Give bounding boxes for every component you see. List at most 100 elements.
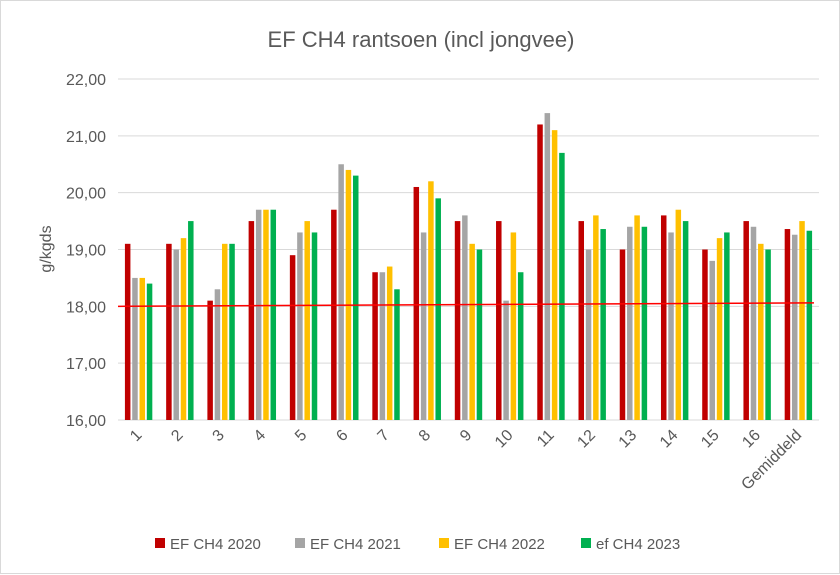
- bar: [173, 249, 179, 420]
- bar: [627, 226, 633, 420]
- x-tick-label: 10: [492, 427, 517, 452]
- bar: [503, 300, 509, 420]
- bar: [166, 243, 172, 420]
- bar: [188, 221, 194, 420]
- bar: [559, 152, 565, 420]
- bar: [791, 234, 798, 420]
- x-tick-label: 9: [457, 427, 475, 445]
- bar: [675, 209, 682, 420]
- x-tick-label: 12: [574, 427, 599, 452]
- x-tick-label: 14: [657, 427, 682, 452]
- legend-label: EF CH4 2021: [310, 536, 401, 553]
- x-tick-label: 11: [534, 427, 558, 451]
- bar: [476, 249, 483, 420]
- y-tick-label: 18,00: [66, 299, 106, 316]
- bar: [229, 243, 235, 420]
- bar: [270, 209, 277, 420]
- bar: [709, 260, 716, 420]
- x-tick-label: 15: [698, 427, 723, 452]
- bar: [255, 209, 262, 420]
- bar: [304, 221, 310, 420]
- y-tick-label: 19,00: [66, 243, 106, 260]
- bar: [420, 232, 427, 420]
- bar: [297, 232, 303, 420]
- x-tick-label: 13: [616, 427, 641, 452]
- bar: [496, 221, 502, 420]
- bar: [331, 209, 337, 420]
- bar: [750, 226, 757, 420]
- y-tick-label: 17,00: [66, 356, 106, 373]
- bar: [702, 249, 708, 420]
- y-tick-label: 22,00: [66, 72, 106, 89]
- bar: [462, 215, 468, 420]
- bar: [593, 215, 599, 420]
- y-axis-label: g/kgds: [38, 225, 55, 272]
- x-tick-label: 3: [210, 427, 228, 445]
- bar: [338, 164, 344, 420]
- bar: [641, 226, 648, 420]
- bar: [207, 300, 213, 420]
- legend-swatch: [295, 538, 305, 548]
- bar: [682, 221, 689, 420]
- bar: [180, 238, 187, 420]
- x-tick-label: 5: [292, 427, 310, 445]
- legend-item: ef CH4 2023: [581, 536, 680, 553]
- bar: [469, 243, 475, 420]
- legend-swatch: [155, 538, 165, 548]
- bar: [214, 289, 221, 420]
- bar: [743, 221, 749, 420]
- bar: [139, 277, 146, 420]
- bar: [585, 249, 592, 420]
- bar: [413, 186, 420, 420]
- bar: [510, 232, 517, 420]
- bar: [806, 230, 813, 420]
- bar: [386, 266, 393, 420]
- bar: [619, 249, 626, 420]
- bar: [146, 283, 153, 420]
- bar: [372, 272, 378, 420]
- bar: [221, 243, 228, 420]
- bar: [289, 255, 296, 420]
- bar: [668, 232, 674, 420]
- legend-label: EF CH4 2022: [454, 536, 545, 553]
- bar: [765, 249, 771, 420]
- bar: [124, 243, 131, 420]
- bar: [454, 221, 461, 420]
- legend-item: EF CH4 2021: [295, 536, 401, 553]
- legend-item: EF CH4 2022: [439, 536, 545, 553]
- trendline: [117, 302, 815, 308]
- x-tick-label: 2: [168, 427, 186, 445]
- bar: [394, 289, 400, 420]
- bar: [716, 238, 723, 420]
- bar: [799, 221, 805, 420]
- chart-title: EF CH4 rantsoen (incl jongvee): [268, 27, 575, 52]
- y-tick-label: 20,00: [66, 186, 106, 203]
- bar: [551, 130, 558, 420]
- x-tick-label: 8: [416, 427, 434, 445]
- bar: [352, 175, 359, 420]
- legend-label: ef CH4 2023: [596, 536, 680, 553]
- bar: [132, 277, 138, 420]
- bar: [578, 221, 585, 420]
- bar: [311, 232, 318, 420]
- bar: [379, 272, 386, 420]
- bar: [435, 198, 441, 420]
- bar: [784, 229, 791, 420]
- y-tick-label: 16,00: [66, 413, 106, 430]
- bar: [263, 209, 269, 420]
- x-tick-label: 4: [251, 427, 269, 445]
- y-tick-label: 21,00: [66, 129, 106, 146]
- bar: [724, 232, 730, 420]
- bar: [544, 113, 551, 420]
- bar: [345, 169, 352, 420]
- bar: [634, 215, 640, 420]
- bar: [248, 221, 255, 420]
- bar: [537, 124, 543, 420]
- bar: [428, 181, 434, 420]
- x-tick-label: 6: [333, 427, 351, 445]
- bar: [758, 243, 764, 420]
- legend-item: EF CH4 2020: [155, 536, 261, 553]
- legend-swatch: [439, 538, 449, 548]
